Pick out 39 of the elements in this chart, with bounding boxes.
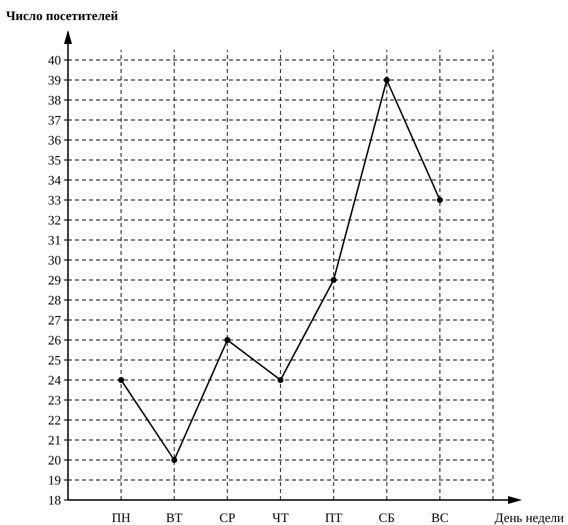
- y-tick-label: 36: [48, 132, 62, 148]
- point: [436, 197, 443, 203]
- y-tick-label: 32: [48, 212, 61, 228]
- y-tick-label: 26: [48, 332, 62, 348]
- point: [278, 377, 284, 383]
- y-tick-label: 29: [48, 272, 61, 288]
- x-tick-label: СБ: [378, 510, 395, 525]
- y-tick-label: 37: [48, 112, 62, 128]
- y-tick-label: 24: [48, 372, 62, 388]
- y-tick-label: 38: [48, 92, 61, 108]
- y-tick-label: 25: [48, 352, 61, 368]
- x-tick-label: СР: [219, 510, 236, 525]
- point: [384, 77, 390, 83]
- x-tick-label: ВС: [431, 510, 449, 525]
- y-tick-label: 21: [48, 432, 61, 448]
- point: [118, 377, 124, 383]
- y-tick-label: 33: [48, 192, 61, 208]
- y-tick-label: 20: [48, 452, 61, 468]
- x-tick-label: ПН: [112, 510, 131, 525]
- point: [171, 457, 178, 463]
- y-tick-label: 40: [48, 52, 61, 68]
- y-axis-title: Число посетителей: [6, 8, 119, 23]
- y-tick-label: 19: [48, 472, 61, 488]
- y-tick-label: 31: [48, 232, 61, 248]
- y-tick-label: 35: [48, 152, 61, 168]
- y-tick-label: 30: [48, 252, 61, 268]
- y-tick-label: 27: [48, 312, 62, 328]
- point: [224, 337, 230, 343]
- y-tick-label: 39: [48, 72, 61, 88]
- y-tick-label: 22: [48, 412, 61, 428]
- x-tick-label: ПТ: [324, 510, 342, 525]
- y-tick-label: 34: [48, 172, 62, 188]
- y-tick-label: 23: [48, 392, 61, 408]
- y-tick-label: 28: [48, 292, 61, 308]
- x-tick-label: ЧТ: [272, 510, 289, 525]
- x-axis-title: День недели: [494, 510, 564, 525]
- y-tick-label: 18: [48, 492, 61, 508]
- point: [330, 277, 337, 283]
- x-tick-label: ВТ: [166, 510, 183, 525]
